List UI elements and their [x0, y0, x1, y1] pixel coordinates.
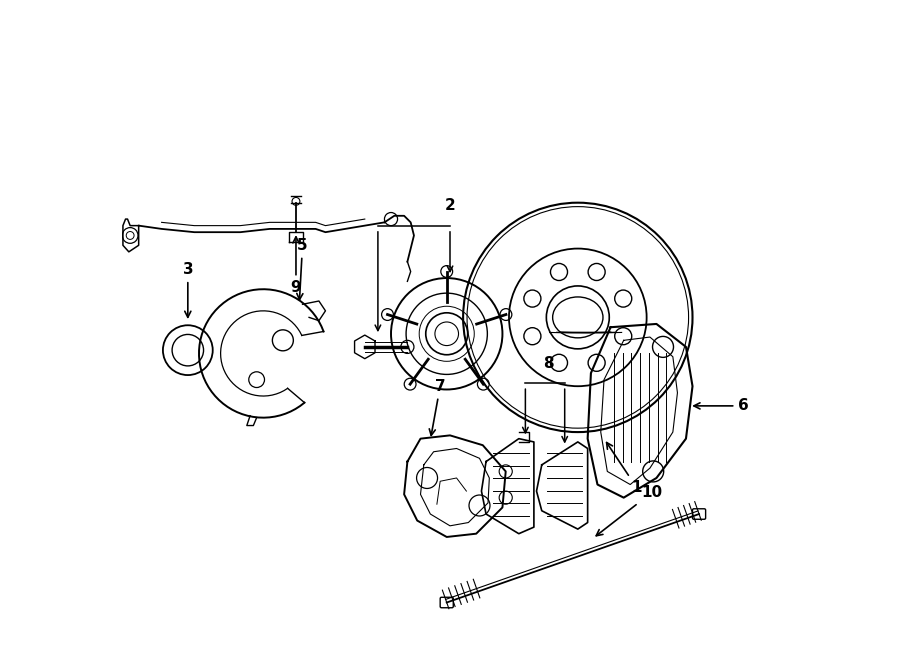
Text: 7: 7: [429, 379, 445, 436]
Text: 9: 9: [291, 237, 302, 295]
Text: 1: 1: [607, 442, 642, 495]
Text: 5: 5: [297, 238, 308, 299]
Text: 6: 6: [694, 399, 749, 413]
Text: 8: 8: [543, 356, 553, 371]
Text: 3: 3: [183, 262, 194, 317]
Text: 10: 10: [596, 485, 662, 536]
Text: 2: 2: [445, 198, 455, 214]
